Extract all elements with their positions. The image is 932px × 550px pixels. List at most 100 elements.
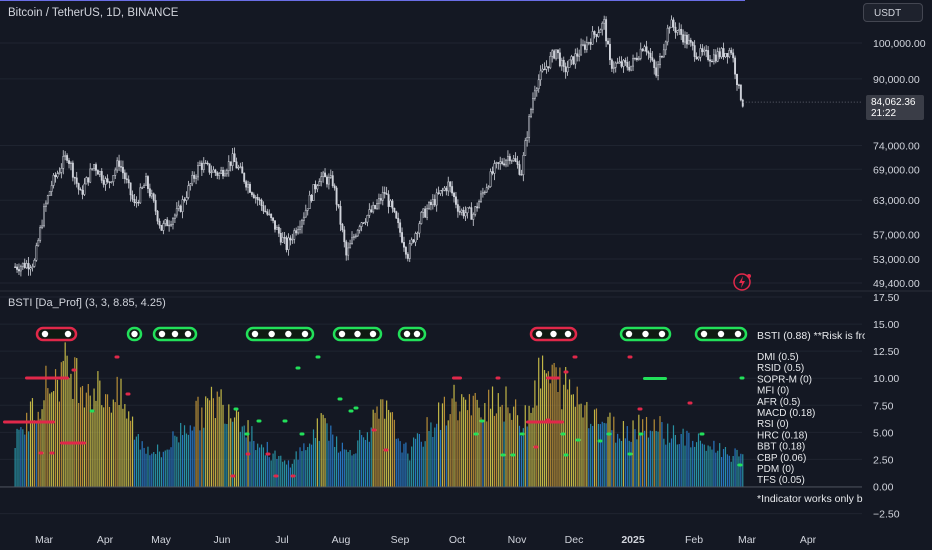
candle-body (487, 186, 490, 189)
candle-body (655, 67, 658, 76)
candle-body (239, 166, 242, 168)
histogram-bar (403, 443, 405, 487)
histogram-bar (692, 440, 694, 487)
indicator-component-label: RSI (0) (757, 419, 789, 430)
candle-body (193, 174, 196, 179)
candle-body (206, 162, 209, 165)
candle-body (478, 201, 481, 209)
histogram-bar (133, 439, 136, 487)
signal-dot-red (230, 474, 236, 478)
candle-body (643, 46, 646, 52)
signal-dot-green (299, 432, 305, 436)
histogram-bar (597, 423, 599, 487)
histogram-bar (672, 425, 675, 487)
indicator-component-label: SOPR-M (0) (757, 374, 812, 385)
candle-body (131, 194, 134, 200)
price-scale-label: 74,000.00 (873, 140, 920, 152)
histogram-bar (599, 424, 601, 487)
candle-body (414, 233, 417, 243)
candle-body (408, 243, 411, 259)
signal-dot-red (627, 355, 633, 359)
signal-pill-dot (734, 330, 742, 338)
histogram-bar (187, 434, 189, 487)
histogram-bar (488, 389, 490, 487)
signal-pill-dot (158, 330, 166, 338)
signal-dot-green (575, 438, 581, 442)
candle-body (289, 237, 292, 241)
candle-body (44, 202, 47, 207)
signal-pill-dot (251, 330, 259, 338)
candle-body (445, 187, 448, 192)
candle-body (741, 99, 744, 107)
candle-body (705, 49, 708, 52)
candle-body (285, 237, 288, 250)
candle-body (439, 190, 442, 194)
candle-body (537, 79, 540, 90)
signal-dot-green (597, 439, 603, 443)
histogram-bar (47, 388, 49, 487)
alert-lightning-icon[interactable] (733, 273, 751, 291)
histogram-bar (434, 427, 436, 487)
signal-pill-dot (717, 330, 725, 338)
candle-body (422, 208, 425, 213)
candle-body (29, 267, 32, 270)
time-axis-label: Jun (214, 534, 231, 546)
candle-body (693, 45, 696, 57)
candle-body (543, 68, 546, 71)
indicator-component-label: AFR (0.5) (757, 397, 800, 408)
indicator-component-label: MFI (0) (757, 386, 789, 397)
candle-body (27, 263, 30, 270)
histogram-bar (661, 422, 663, 487)
histogram-bar (474, 392, 476, 487)
candle-body (333, 185, 336, 189)
candle-body (734, 57, 737, 75)
candle-body (372, 205, 375, 213)
signal-dot-red (563, 370, 569, 374)
histogram-bar (293, 459, 295, 487)
candle-body (237, 167, 240, 169)
histogram-bar (555, 367, 557, 487)
candle-body (139, 187, 142, 204)
histogram-bar (717, 450, 719, 487)
candle-body (200, 162, 203, 170)
histogram-bar (170, 447, 172, 487)
signal-dot-red (265, 452, 271, 456)
candle-body (175, 208, 178, 216)
histogram-bar (176, 436, 178, 487)
candle-body (327, 177, 330, 185)
histogram-bar (532, 407, 534, 487)
histogram-bar (378, 418, 380, 487)
histogram-bar (182, 435, 184, 487)
candle-body (187, 185, 190, 198)
histogram-bar (374, 412, 376, 487)
candle-body (381, 192, 384, 201)
candle-body (557, 49, 559, 54)
histogram-bar (18, 429, 20, 487)
histogram-bar (137, 434, 139, 487)
histogram-bar (695, 442, 698, 487)
histogram-bar (345, 449, 347, 487)
signal-dot-green (233, 407, 239, 411)
candle-body (568, 59, 571, 68)
currency-selector-button[interactable]: USDT (863, 3, 923, 22)
histogram-bar (237, 411, 240, 487)
candle-body (562, 59, 565, 67)
candle-body (281, 237, 284, 243)
time-axis-label: May (151, 534, 172, 546)
indicator-title[interactable]: BSTI [Da_Prof] (3, 3, 8.85, 4.25) (8, 297, 166, 309)
candle-body (732, 52, 735, 59)
signal-dot-red (383, 448, 389, 452)
histogram-bar (212, 398, 214, 487)
candle-body (599, 29, 602, 33)
histogram-bar (617, 433, 619, 487)
time-axis-label: Jul (275, 534, 288, 546)
histogram-bar (370, 427, 372, 487)
candle-body (275, 227, 278, 230)
histogram-bar (318, 440, 320, 487)
histogram-bar (87, 384, 89, 487)
histogram-bar (663, 438, 665, 487)
histogram-bar (493, 415, 496, 487)
histogram-bar (592, 425, 594, 487)
histogram-bar (653, 419, 655, 487)
histogram-bar (524, 405, 526, 487)
